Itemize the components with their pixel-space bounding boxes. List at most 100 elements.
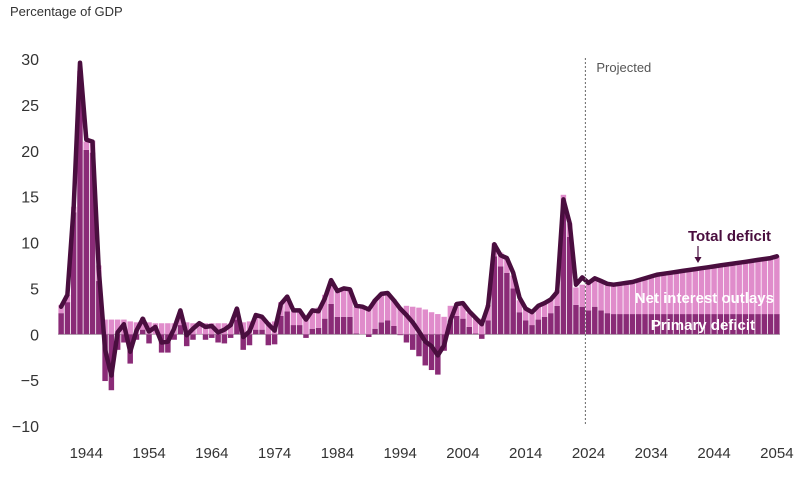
net-interest-bar-1957 [165, 323, 171, 335]
net-interest-bar-1989 [366, 306, 372, 335]
primary-deficit-bar-2040 [686, 314, 692, 335]
primary-deficit-bar-2007 [479, 334, 485, 339]
primary-deficit-bar-1965 [215, 334, 221, 343]
total-deficit-arrow-head [694, 257, 702, 263]
primary-deficit-bar-2023 [579, 306, 585, 335]
y-tick-label: 20 [21, 144, 39, 161]
net-interest-bar-1949 [114, 319, 121, 335]
net-interest-bar-1985 [340, 288, 347, 317]
primary-deficit-bar-1950 [121, 334, 127, 343]
x-tick-label: 2014 [509, 445, 542, 462]
net-interest-bar-2038 [673, 271, 680, 315]
net-interest-bar-1993 [391, 299, 397, 326]
net-interest-bar-2030 [623, 282, 629, 315]
primary-deficit-bar-1995 [403, 334, 410, 343]
net-interest-bar-2026 [598, 281, 604, 311]
primary-deficit-bar-2005 [466, 326, 472, 335]
primary-deficit-bar-2046 [723, 314, 730, 335]
primary-deficit-bar-2016 [535, 319, 542, 335]
net-interest-bar-2002 [447, 305, 454, 321]
axis-layer: Projected 30 25 20 15 10 5 0 −5 −10 1944 1954 1964 19… [12, 52, 794, 462]
net-interest-bar-2035 [654, 274, 661, 315]
primary-deficit-bar-2035 [654, 314, 661, 335]
net-interest-bar-2039 [679, 270, 686, 315]
primary-deficit-bar-1967 [227, 334, 234, 338]
primary-deficit-bar-1966 [221, 334, 228, 344]
primary-deficit-bar-2054 [774, 314, 780, 335]
net-interest-bar-2034 [648, 276, 655, 315]
projected-label: Projected [596, 60, 651, 75]
primary-deficit-bar-1941 [64, 302, 71, 335]
primary-deficit-bar-2043 [705, 314, 711, 335]
x-tick-label: 2024 [572, 445, 605, 462]
primary-deficit-bar-2017 [541, 316, 548, 335]
primary-deficit-bar-1992 [384, 320, 391, 335]
net-interest-bar-2029 [617, 283, 623, 315]
net-interest-bar-1980 [309, 311, 316, 329]
net-interest-bar-2014 [522, 308, 529, 321]
primary-deficit-bar-1943 [77, 76, 83, 335]
net-interest-bar-1987 [353, 306, 359, 334]
net-interest-bar-2048 [736, 262, 742, 315]
net-interest-bar-2036 [661, 273, 667, 315]
primary-deficit-bar-2025 [592, 306, 598, 335]
primary-deficit-bar-1977 [290, 325, 297, 335]
net-interest-bar-2012 [510, 275, 516, 289]
net-interest-bar-1951 [127, 321, 133, 335]
primary-deficit-bar-1986 [347, 316, 353, 335]
primary-deficit-bar-1971 [253, 329, 259, 335]
primary-deficit-bar-1979 [303, 334, 309, 338]
primary-deficit-bar-1945 [89, 152, 96, 335]
primary-deficit-bar-1985 [340, 316, 347, 335]
net-interest-bar-1965 [215, 323, 221, 335]
net-interest-bar-2017 [541, 303, 548, 317]
primary-deficit-bar-1959 [177, 325, 184, 335]
net-interest-bar-2005 [466, 313, 472, 327]
primary-deficit-bar-2047 [730, 314, 736, 335]
primary-deficit-bar-1998 [422, 334, 429, 366]
primary-deficit-bar-1978 [296, 325, 303, 335]
primary-deficit-bar-2003 [453, 315, 460, 335]
primary-deficit-bar-2052 [761, 314, 768, 335]
primary-deficit-bar-2039 [679, 314, 686, 335]
net-interest-bar-2043 [705, 267, 711, 315]
x-tick-label: 2034 [635, 445, 668, 462]
primary-deficit-bar-2032 [636, 314, 642, 335]
y-tick-label: 0 [30, 327, 39, 344]
net-interest-bar-1990 [372, 299, 378, 329]
total-deficit-label: Total deficit [688, 228, 771, 245]
primary-deficit-bar-1987 [353, 333, 359, 335]
net-interest-bar-2053 [767, 258, 774, 315]
net-interest-bar-1997 [416, 307, 422, 335]
primary-deficit-bar-1970 [246, 334, 253, 346]
label-layer: Total deficit Net interest outlays Primary… [635, 228, 774, 334]
primary-deficit-bar-2045 [717, 314, 724, 335]
net-interest-bar-2027 [604, 283, 611, 314]
primary-deficit-bar-1960 [183, 334, 190, 347]
primary-deficit-bar-2009 [491, 256, 498, 335]
x-tick-label: 1944 [70, 445, 103, 462]
primary-deficit-bar-2004 [460, 318, 466, 335]
net-interest-bar-1977 [290, 311, 297, 326]
net-interest-bar-2004 [460, 305, 466, 319]
primary-deficit-bar-1968 [234, 319, 240, 335]
x-tick-label: 1954 [132, 445, 165, 462]
total-deficit-line-layer [58, 60, 780, 378]
net-interest-bar-2052 [761, 259, 768, 315]
primary-deficit-bar-2020 [560, 209, 567, 335]
net-interest-bar-2018 [548, 298, 554, 314]
net-interest-bar-1991 [378, 292, 385, 323]
net-interest-bar-2024 [585, 281, 592, 311]
primary-deficit-label: Primary deficit [651, 317, 755, 334]
net-interest-bar-1967 [227, 323, 234, 335]
primary-deficit-bar-1946 [96, 281, 102, 335]
net-interest-bar-1972 [259, 317, 265, 330]
primary-deficit-bar-2013 [516, 312, 523, 335]
primary-deficit-bar-1975 [278, 315, 284, 335]
net-interest-bar-2041 [692, 269, 698, 315]
primary-deficit-bar-2042 [698, 314, 705, 335]
primary-deficit-bar-1983 [328, 303, 334, 335]
net-interest-bar-1982 [322, 294, 328, 319]
y-tick-label: 30 [21, 52, 39, 69]
primary-deficit-bar-2015 [529, 325, 535, 335]
